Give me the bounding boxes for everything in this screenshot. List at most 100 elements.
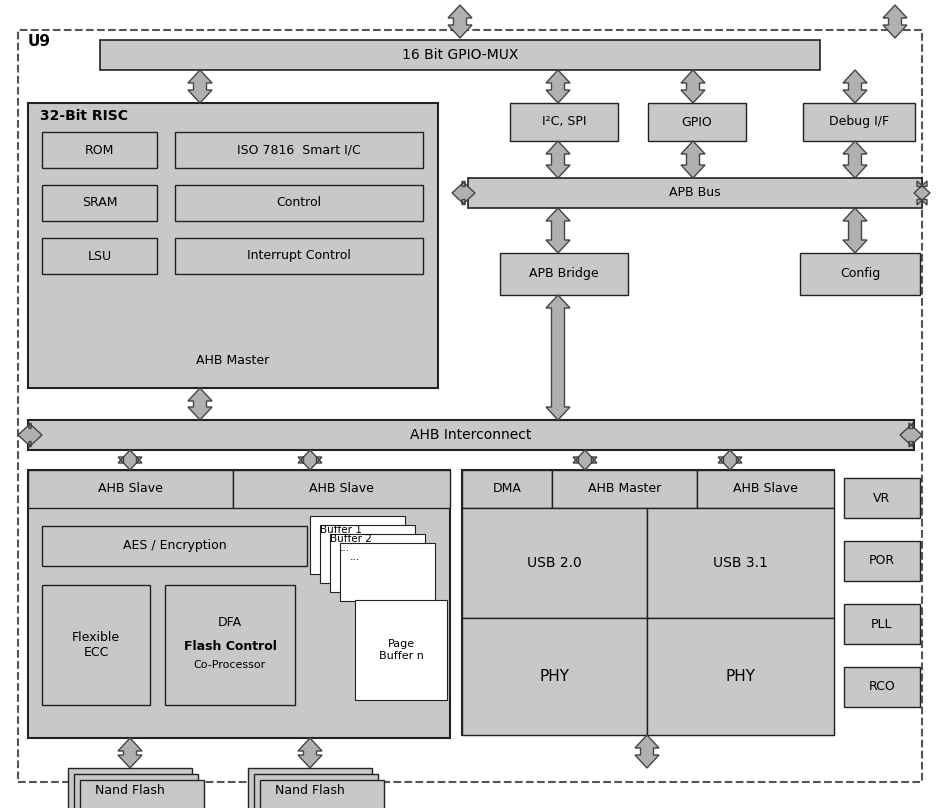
Bar [320, 525, 415, 583]
Bar [28, 470, 233, 508]
Polygon shape [118, 450, 142, 470]
Bar [165, 585, 295, 705]
Bar [42, 132, 157, 168]
Polygon shape [18, 423, 42, 447]
Text: DFA: DFA [218, 617, 243, 629]
Bar [552, 470, 697, 508]
Text: ROM: ROM [85, 144, 114, 157]
Text: VR: VR [873, 491, 890, 504]
Bar [28, 420, 914, 450]
Polygon shape [843, 208, 867, 253]
Bar [28, 470, 450, 738]
Polygon shape [635, 735, 659, 768]
Polygon shape [718, 450, 742, 470]
Polygon shape [914, 181, 930, 205]
Text: ISO 7816  Smart I/C: ISO 7816 Smart I/C [237, 144, 361, 157]
Bar [175, 238, 423, 274]
Polygon shape [188, 70, 212, 103]
Polygon shape [681, 141, 705, 178]
Polygon shape [298, 450, 322, 470]
Bar [42, 526, 307, 566]
Bar [462, 470, 552, 508]
Text: AES / Encryption: AES / Encryption [123, 540, 227, 553]
Bar [844, 541, 920, 581]
Text: PHY: PHY [540, 669, 570, 684]
Bar [260, 780, 384, 808]
Polygon shape [546, 70, 570, 103]
Polygon shape [681, 70, 705, 103]
Bar [74, 774, 198, 808]
Polygon shape [573, 450, 597, 470]
Text: Co-Processor: Co-Processor [194, 660, 266, 670]
Polygon shape [900, 423, 922, 447]
Bar [697, 470, 834, 508]
Bar [462, 470, 834, 735]
Text: USB 3.1: USB 3.1 [713, 556, 768, 570]
Bar [844, 604, 920, 644]
Bar [647, 618, 834, 735]
Text: I²C, SPI: I²C, SPI [541, 116, 587, 128]
Bar [310, 516, 405, 574]
Bar [254, 774, 378, 808]
Bar [68, 768, 192, 808]
Polygon shape [546, 295, 570, 420]
Polygon shape [546, 141, 570, 178]
Bar [42, 185, 157, 221]
Bar [80, 780, 204, 808]
Text: Flexible
ECC: Flexible ECC [72, 631, 120, 659]
Polygon shape [452, 181, 475, 205]
Text: POR: POR [869, 554, 895, 567]
Bar [42, 585, 150, 705]
Text: RCO: RCO [869, 680, 896, 693]
Text: Buffer 2: Buffer 2 [330, 534, 372, 544]
Text: LSU: LSU [87, 250, 112, 263]
Polygon shape [843, 141, 867, 178]
Bar [175, 185, 423, 221]
Text: PHY: PHY [726, 669, 756, 684]
Text: 32-Bit RISC: 32-Bit RISC [40, 109, 128, 123]
Bar [803, 103, 915, 141]
Polygon shape [546, 208, 570, 253]
Polygon shape [298, 738, 322, 768]
Text: AHB Slave: AHB Slave [309, 482, 374, 495]
Bar [844, 667, 920, 707]
Text: DMA: DMA [493, 482, 522, 495]
Bar [647, 508, 834, 618]
Text: Nand Flash: Nand Flash [275, 785, 345, 797]
Polygon shape [883, 5, 907, 38]
Bar [468, 178, 922, 208]
Text: USB 2.0: USB 2.0 [527, 556, 582, 570]
Text: AHB Interconnect: AHB Interconnect [411, 428, 532, 442]
Text: ...: ... [340, 543, 350, 553]
Text: GPIO: GPIO [682, 116, 713, 128]
Bar [355, 600, 447, 700]
Bar [100, 40, 820, 70]
Text: ...: ... [350, 552, 360, 562]
Text: SRAM: SRAM [82, 196, 118, 209]
Text: U9: U9 [28, 34, 51, 49]
Text: AHB Master: AHB Master [588, 482, 661, 495]
Bar [248, 768, 372, 808]
Bar [462, 618, 647, 735]
Text: AHB Slave: AHB Slave [733, 482, 798, 495]
Bar [500, 253, 628, 295]
Bar [233, 470, 450, 508]
Text: Debug I/F: Debug I/F [829, 116, 889, 128]
Bar [648, 103, 746, 141]
Text: Flash Control: Flash Control [183, 641, 276, 654]
Bar [510, 103, 618, 141]
Text: Nand Flash: Nand Flash [95, 785, 164, 797]
Text: 16 Bit GPIO-MUX: 16 Bit GPIO-MUX [401, 48, 518, 62]
Polygon shape [448, 5, 472, 38]
Bar [28, 103, 438, 388]
Text: PLL: PLL [871, 617, 893, 630]
Polygon shape [843, 70, 867, 103]
Bar [800, 253, 920, 295]
Bar [462, 508, 647, 618]
Bar [844, 478, 920, 518]
Text: Page
Buffer n: Page Buffer n [379, 639, 423, 661]
Bar [42, 238, 157, 274]
Text: AHB Slave: AHB Slave [98, 482, 163, 495]
Text: Buffer 1: Buffer 1 [320, 525, 362, 535]
Bar [330, 534, 425, 592]
